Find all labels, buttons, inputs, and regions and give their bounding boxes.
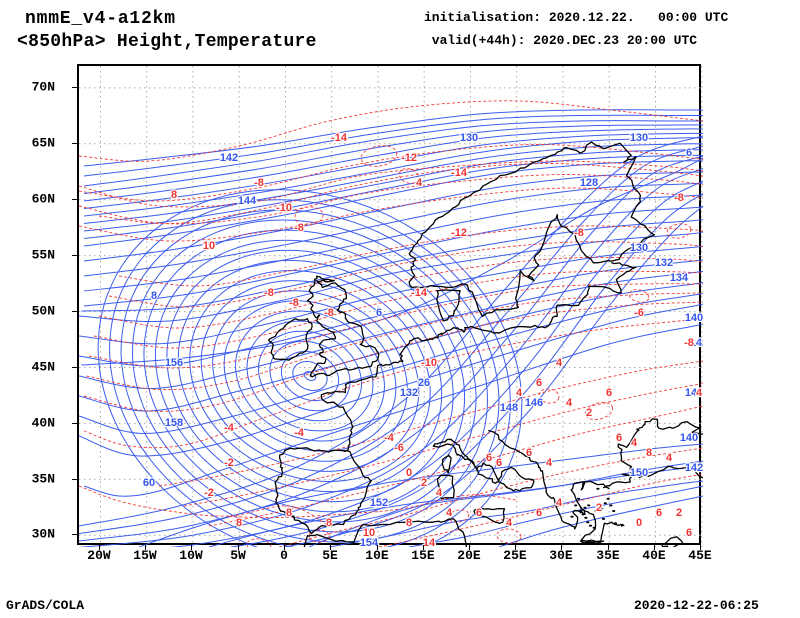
svg-text:144: 144 bbox=[238, 195, 257, 207]
svg-text:4: 4 bbox=[666, 452, 673, 464]
svg-text:6: 6 bbox=[526, 447, 532, 459]
svg-text:6: 6 bbox=[476, 507, 482, 519]
svg-text:-8: -8 bbox=[294, 222, 304, 234]
svg-text:150: 150 bbox=[630, 467, 648, 479]
svg-text:6: 6 bbox=[656, 507, 662, 519]
svg-text:142: 142 bbox=[685, 462, 703, 474]
svg-text:8: 8 bbox=[326, 517, 332, 529]
svg-text:8: 8 bbox=[646, 447, 652, 459]
svg-text:128: 128 bbox=[580, 177, 598, 189]
svg-text:4: 4 bbox=[546, 457, 553, 469]
svg-text:4: 4 bbox=[436, 487, 443, 499]
svg-text:8: 8 bbox=[286, 507, 292, 519]
svg-text:10: 10 bbox=[363, 527, 375, 539]
svg-text:-8: -8 bbox=[264, 287, 274, 299]
svg-text:2: 2 bbox=[421, 477, 427, 489]
svg-text:-10: -10 bbox=[421, 357, 437, 369]
svg-text:130: 130 bbox=[630, 132, 648, 144]
svg-text:0: 0 bbox=[636, 517, 642, 529]
svg-text:4: 4 bbox=[556, 497, 563, 509]
svg-text:6: 6 bbox=[536, 507, 542, 519]
svg-text:8: 8 bbox=[406, 517, 412, 529]
svg-text:2: 2 bbox=[596, 502, 602, 514]
svg-text:-4: -4 bbox=[384, 432, 395, 444]
svg-text:-12: -12 bbox=[401, 152, 417, 164]
svg-text:6: 6 bbox=[486, 452, 492, 464]
svg-text:142: 142 bbox=[220, 152, 238, 164]
svg-text:130: 130 bbox=[630, 242, 648, 254]
svg-text:2: 2 bbox=[586, 407, 592, 419]
svg-text:6: 6 bbox=[376, 307, 382, 319]
svg-text:-14: -14 bbox=[331, 132, 348, 144]
svg-text:14: 14 bbox=[423, 537, 436, 547]
svg-text:6: 6 bbox=[686, 527, 692, 539]
svg-text:-4: -4 bbox=[294, 427, 305, 439]
svg-text:158: 158 bbox=[165, 417, 183, 429]
svg-text:-8: -8 bbox=[289, 297, 299, 309]
svg-text:130: 130 bbox=[460, 132, 478, 144]
svg-text:6: 6 bbox=[616, 432, 622, 444]
svg-text:6: 6 bbox=[536, 377, 542, 389]
svg-text:134: 134 bbox=[670, 272, 689, 284]
svg-text:4: 4 bbox=[566, 397, 573, 409]
svg-text:4: 4 bbox=[416, 177, 423, 189]
svg-text:-10: -10 bbox=[276, 202, 292, 214]
svg-text:-14: -14 bbox=[411, 287, 428, 299]
svg-text:2: 2 bbox=[676, 507, 682, 519]
svg-text:-8: -8 bbox=[684, 337, 694, 349]
svg-text:10: 10 bbox=[203, 240, 215, 252]
svg-text:6: 6 bbox=[496, 457, 502, 469]
svg-text:26: 26 bbox=[418, 377, 430, 389]
svg-text:-12: -12 bbox=[451, 227, 467, 239]
svg-text:140: 140 bbox=[680, 432, 698, 444]
svg-text:4: 4 bbox=[696, 387, 703, 399]
svg-text:0: 0 bbox=[406, 467, 412, 479]
svg-text:-4: -4 bbox=[224, 422, 235, 434]
svg-text:148: 148 bbox=[500, 402, 518, 414]
svg-text:6: 6 bbox=[606, 387, 612, 399]
svg-text:-8: -8 bbox=[574, 227, 584, 239]
svg-text:-8: -8 bbox=[674, 192, 684, 204]
svg-text:-6: -6 bbox=[394, 442, 404, 454]
svg-text:4: 4 bbox=[446, 507, 453, 519]
svg-text:4: 4 bbox=[556, 357, 563, 369]
svg-text:6: 6 bbox=[686, 147, 692, 159]
svg-text:-8: -8 bbox=[254, 177, 264, 189]
svg-text:4: 4 bbox=[516, 387, 523, 399]
svg-text:132: 132 bbox=[655, 257, 673, 269]
svg-text:-2: -2 bbox=[204, 487, 214, 499]
svg-text:8: 8 bbox=[151, 290, 157, 302]
svg-text:4: 4 bbox=[631, 437, 638, 449]
svg-text:8: 8 bbox=[171, 189, 177, 201]
svg-text:-14: -14 bbox=[451, 167, 468, 179]
svg-text:146: 146 bbox=[525, 397, 543, 409]
svg-text:140: 140 bbox=[685, 312, 703, 324]
svg-text:-6: -6 bbox=[634, 307, 644, 319]
svg-text:8: 8 bbox=[236, 517, 242, 529]
svg-text:132: 132 bbox=[400, 387, 418, 399]
svg-text:60: 60 bbox=[143, 477, 155, 489]
svg-text:152: 152 bbox=[370, 497, 388, 509]
svg-text:-2: -2 bbox=[224, 457, 234, 469]
svg-text:156: 156 bbox=[165, 357, 183, 369]
svg-text:-8: -8 bbox=[324, 307, 334, 319]
svg-text:4: 4 bbox=[506, 517, 513, 529]
